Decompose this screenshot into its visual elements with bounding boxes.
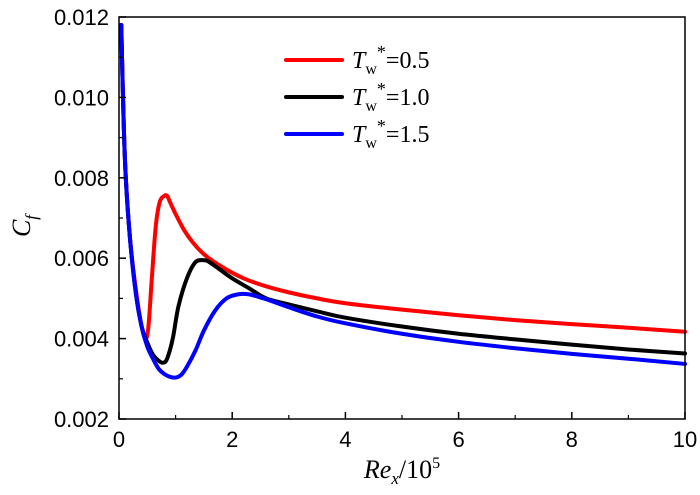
y-tick-label: 0.012 xyxy=(54,5,109,30)
x-tick-label: 10 xyxy=(673,427,697,452)
x-axis-title: Rex/105 xyxy=(363,455,440,488)
axis-ticks xyxy=(118,16,686,420)
series-line-1.0 xyxy=(119,23,687,365)
y-tick-label: 0.002 xyxy=(54,407,109,432)
y-tick-label: 0.006 xyxy=(54,246,109,271)
y-tick-label: 0.010 xyxy=(54,85,109,110)
x-tick-label: 8 xyxy=(566,427,578,452)
y-tick-label: 0.008 xyxy=(54,166,109,191)
legend-label-0.5: Tw*=0.5 xyxy=(352,42,429,78)
legend-label-1.0: Tw*=1.0 xyxy=(352,79,429,115)
x-tick-label: 6 xyxy=(452,427,464,452)
tick-labels: 0 2 4 6 8 10 0.002 0.004 0.006 0.008 0.010 0.012 xyxy=(54,5,697,452)
x-tick-label: 2 xyxy=(226,427,238,452)
legend: Tw*=0.5Tw*=1.0Tw*=1.5 xyxy=(284,42,429,152)
x-tick-label: 0 xyxy=(113,427,125,452)
y-axis-title: Cf xyxy=(7,213,41,237)
series-line-1.5 xyxy=(119,23,687,380)
y-tick-label: 0.004 xyxy=(54,327,109,352)
x-tick-label: 4 xyxy=(339,427,351,452)
plot-frame xyxy=(118,16,686,420)
plot-lines xyxy=(119,23,687,380)
legend-label-1.5: Tw*=1.5 xyxy=(352,116,429,152)
